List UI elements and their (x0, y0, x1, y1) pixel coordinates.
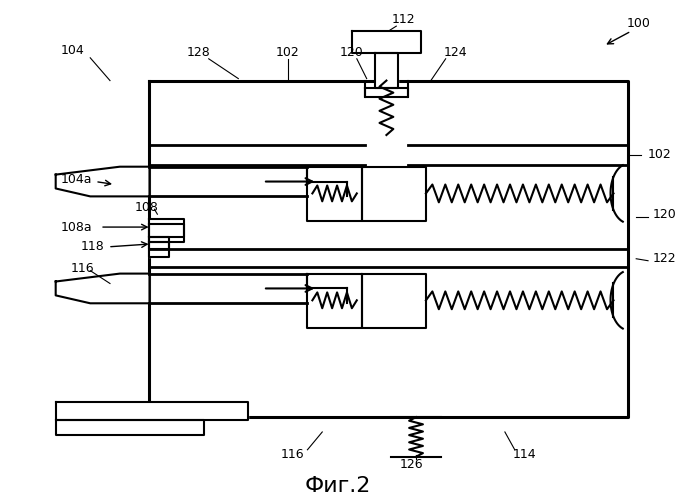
Polygon shape (150, 224, 184, 242)
Text: 126: 126 (400, 458, 423, 471)
Text: 124: 124 (444, 46, 467, 60)
Polygon shape (307, 166, 362, 221)
Polygon shape (150, 237, 169, 249)
Text: 128: 128 (187, 46, 211, 60)
Text: 112: 112 (391, 12, 415, 26)
Text: 100: 100 (626, 16, 650, 30)
Text: 114: 114 (513, 448, 536, 461)
Text: 102: 102 (276, 46, 300, 60)
Text: 102: 102 (648, 148, 672, 162)
Text: 104: 104 (61, 44, 84, 58)
Text: 122: 122 (653, 252, 677, 265)
Polygon shape (352, 31, 421, 53)
Text: 120: 120 (340, 46, 364, 60)
Polygon shape (150, 242, 169, 257)
Polygon shape (56, 274, 150, 304)
Polygon shape (150, 80, 628, 417)
Polygon shape (307, 274, 362, 328)
Polygon shape (365, 88, 408, 98)
Text: 120: 120 (653, 208, 677, 220)
Polygon shape (56, 402, 248, 420)
Text: 104a: 104a (61, 173, 92, 186)
Polygon shape (374, 53, 398, 88)
Text: 108: 108 (135, 201, 158, 214)
Polygon shape (362, 166, 426, 221)
Text: 116: 116 (70, 262, 94, 275)
Polygon shape (150, 219, 184, 237)
Text: 108a: 108a (61, 220, 92, 234)
Text: Фиг.2: Фиг.2 (305, 476, 372, 496)
Polygon shape (362, 274, 426, 328)
Text: 116: 116 (281, 448, 305, 461)
Polygon shape (56, 166, 150, 196)
Text: 118: 118 (81, 240, 104, 254)
Polygon shape (56, 420, 204, 435)
